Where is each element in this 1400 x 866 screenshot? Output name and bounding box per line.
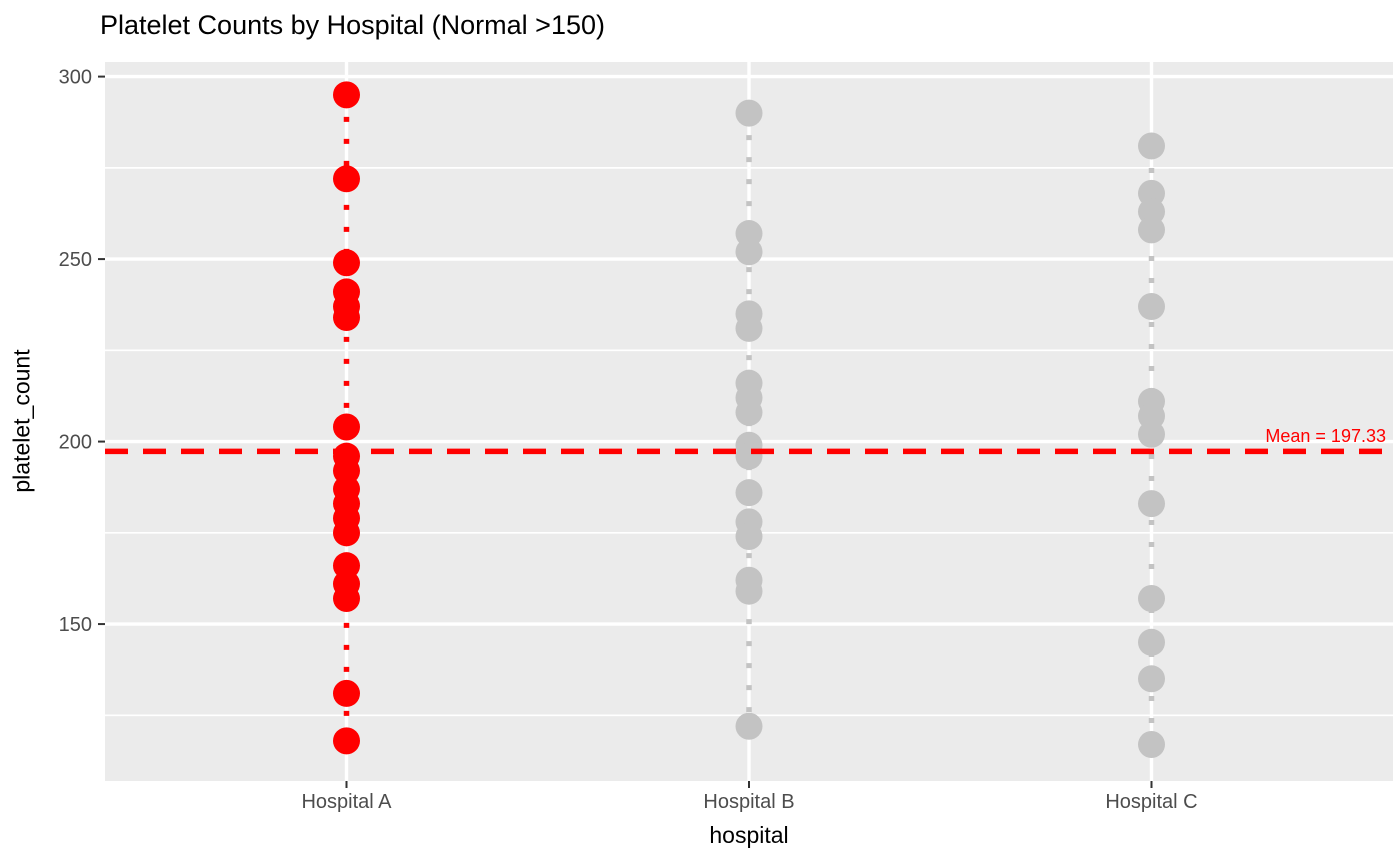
y-tick-label: 250 [59, 249, 92, 271]
data-point [735, 442, 763, 470]
data-point [735, 99, 763, 127]
data-point [1138, 585, 1165, 613]
data-point [735, 577, 763, 605]
data-point [735, 712, 763, 740]
data-point [1138, 132, 1165, 160]
data-point [333, 727, 360, 755]
data-point [735, 314, 763, 342]
data-point [1138, 731, 1165, 759]
x-category-label: Hospital B [703, 791, 794, 813]
y-tick-label: 200 [59, 432, 92, 454]
data-point [333, 679, 360, 707]
data-point [735, 522, 763, 550]
x-axis-title: hospital [709, 822, 789, 848]
x-category-label: Hospital A [301, 791, 392, 813]
data-point [333, 249, 360, 277]
chart-title: Platelet Counts by Hospital (Normal >150… [100, 10, 605, 40]
data-point [333, 81, 360, 109]
data-point [333, 303, 360, 331]
data-point [1138, 420, 1165, 448]
data-point [1138, 293, 1165, 321]
y-tick-label: 300 [59, 67, 92, 89]
x-category-label: Hospital C [1105, 791, 1197, 813]
mean-line-label: Mean = 197.33 [1265, 426, 1386, 447]
data-point [735, 479, 763, 507]
data-point [333, 413, 360, 441]
data-point [333, 585, 360, 613]
y-tick-label: 150 [59, 614, 92, 636]
data-point [333, 519, 360, 547]
data-point [1138, 216, 1165, 244]
data-point [1138, 665, 1165, 693]
data-point [735, 238, 763, 266]
y-axis-title: platelet_count [8, 349, 35, 493]
data-point [1138, 490, 1165, 518]
data-point [735, 398, 763, 426]
data-point [1138, 628, 1165, 656]
data-point [333, 165, 360, 193]
